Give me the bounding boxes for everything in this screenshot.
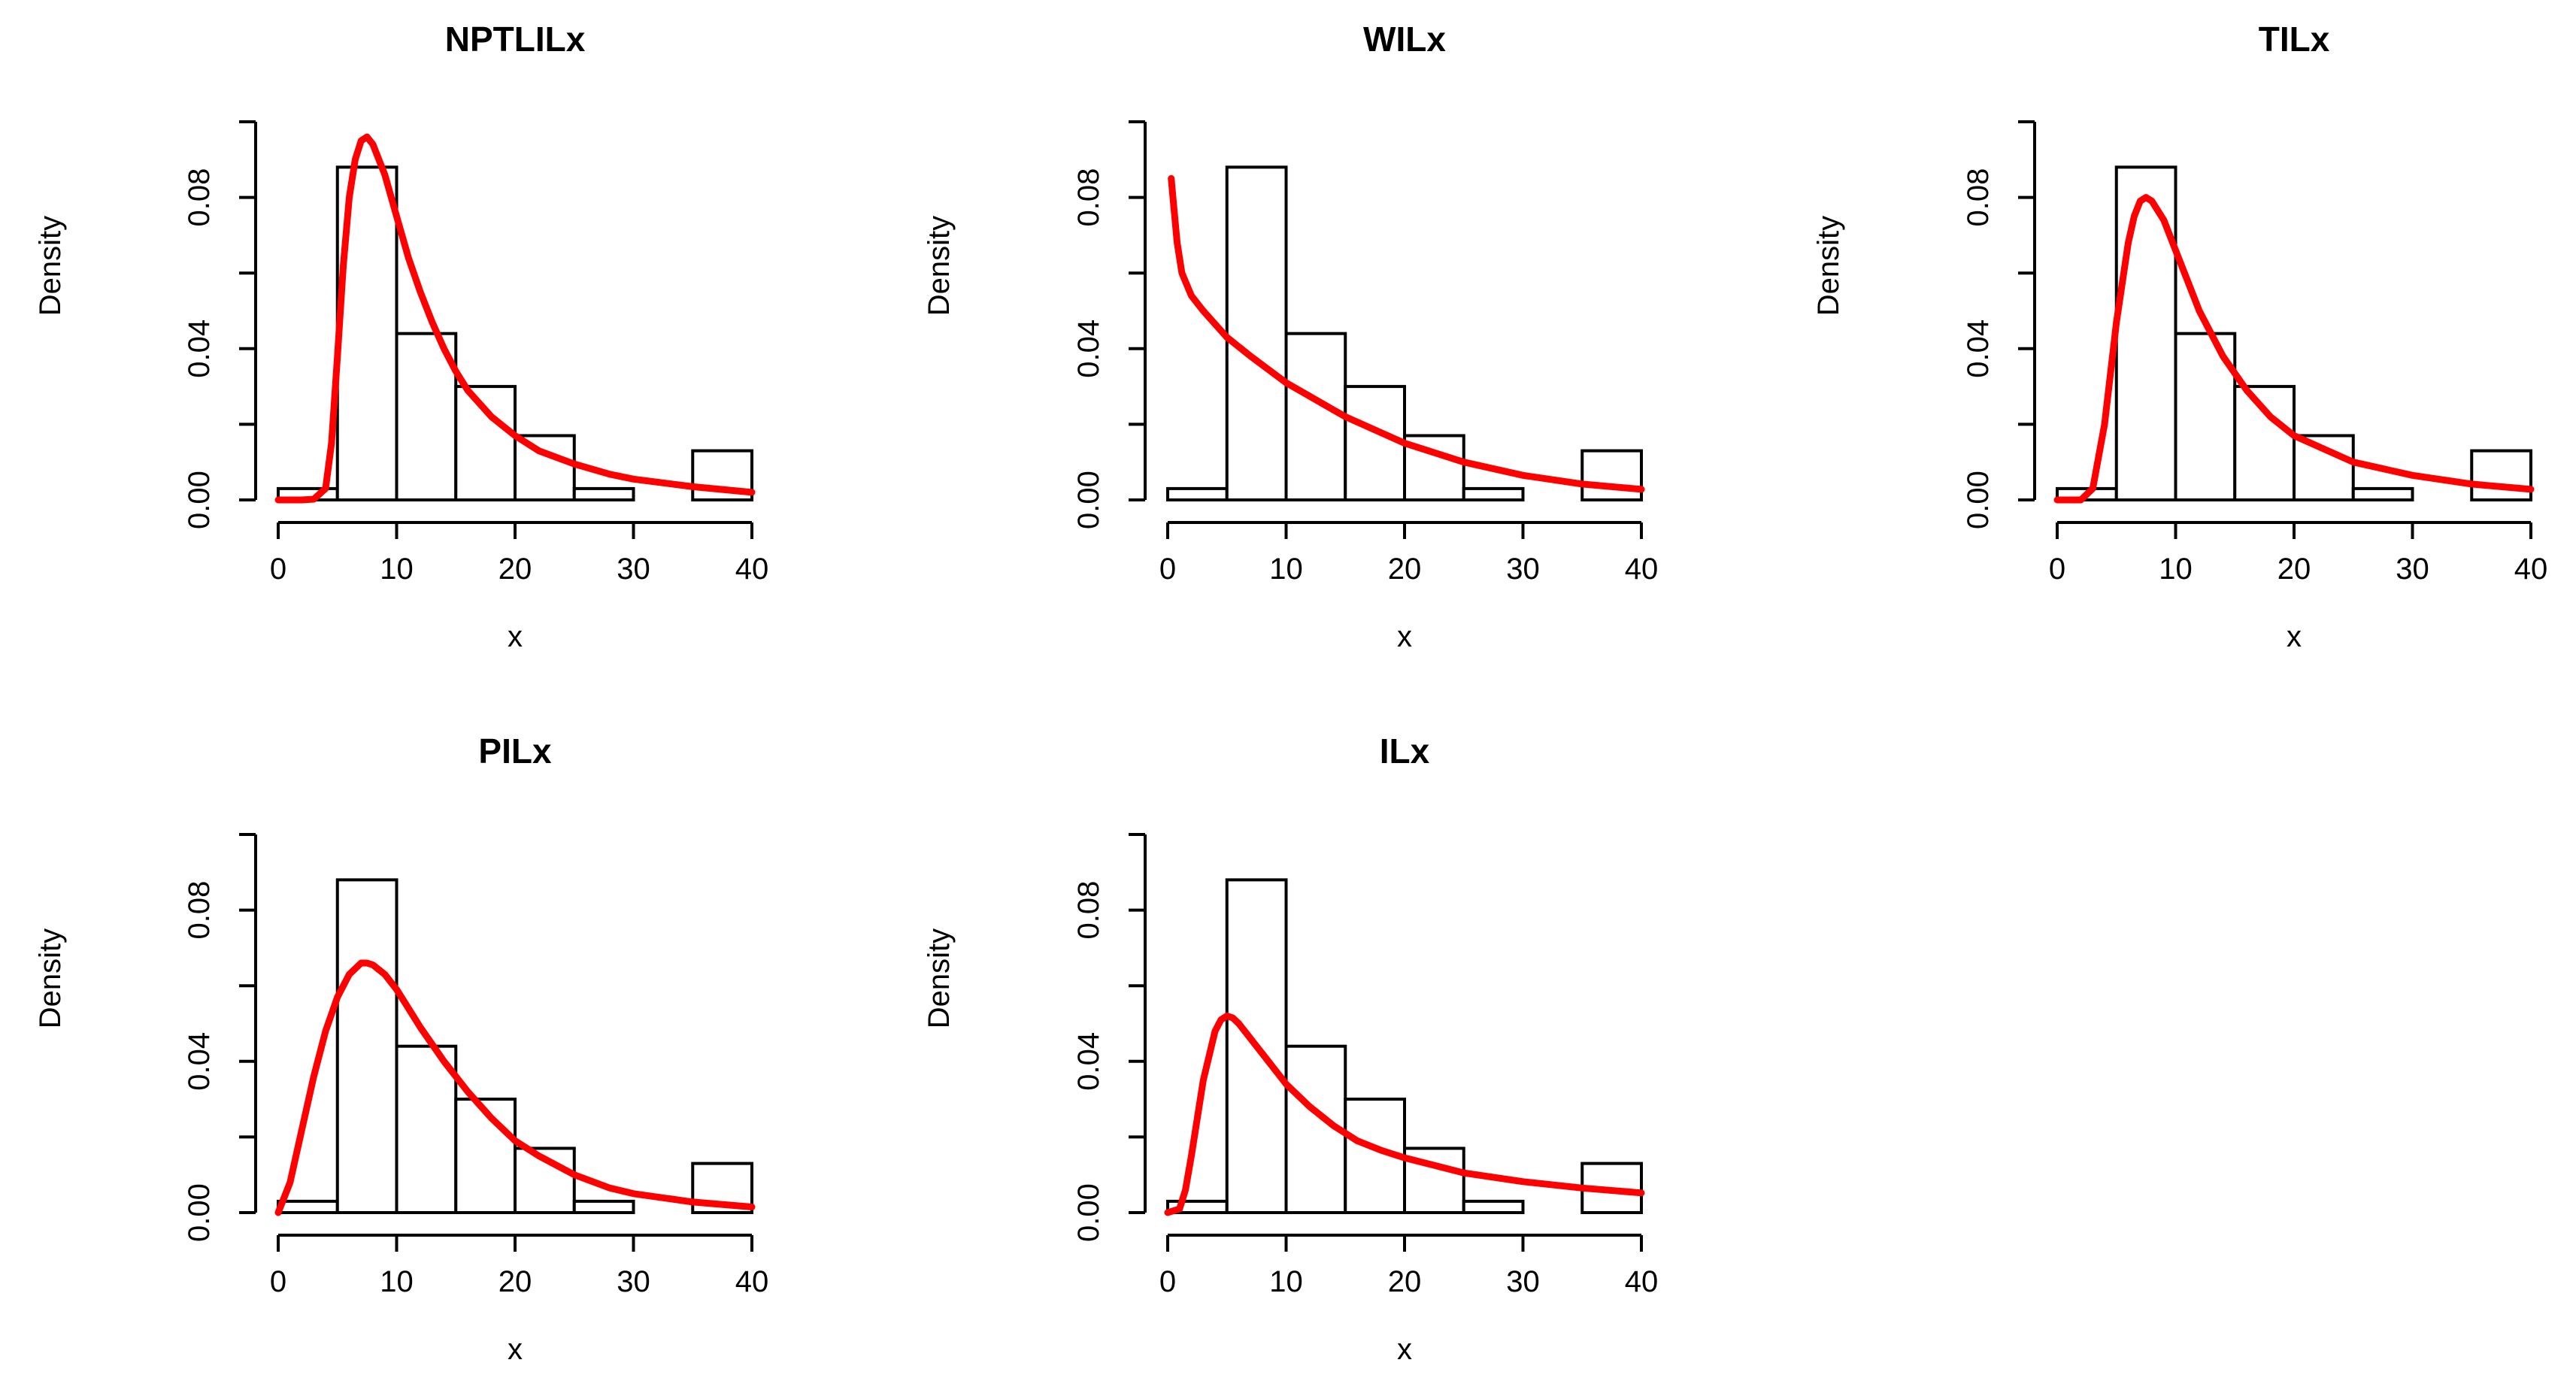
x-tick-label: 0 [270, 553, 286, 586]
x-axis-label: x [508, 620, 523, 653]
histogram-bar [2114, 165, 2177, 502]
y-axis-label: Density [923, 216, 956, 316]
histogram-bar [2470, 449, 2532, 501]
histogram-bar [572, 486, 635, 501]
histogram-bar [1225, 165, 1288, 502]
x-axis-label: x [2287, 620, 2302, 653]
histogram-bar [2351, 486, 2414, 501]
y-tick-label: 0.04 [183, 1032, 216, 1091]
histogram-bar [1580, 449, 1643, 501]
histogram-bar [2233, 385, 2296, 501]
panel-nptlilx: NPTLILx 0 10 20 30 40 x 0.00 0.04 0.08 Density [34, 20, 768, 653]
x-tick-label: 30 [1506, 553, 1540, 586]
histogram-bar [1462, 1199, 1525, 1215]
x-axis-label: x [508, 1333, 523, 1366]
y-tick-label: 0.08 [1962, 168, 1995, 227]
y-tick-label: 0.08 [1072, 881, 1105, 940]
x-tick-label: 0 [2049, 553, 2065, 586]
x-tick-label: 10 [380, 1265, 414, 1298]
fitted-density-curve [1164, 1012, 1645, 1216]
y-axis-label: Density [1812, 216, 1845, 316]
x-tick-label: 30 [617, 1265, 650, 1298]
x-tick-label: 40 [2514, 553, 2548, 586]
x-tick-label: 40 [735, 1265, 769, 1298]
y-tick-label: 0.00 [1072, 471, 1105, 529]
y-tick-label: 0.04 [1072, 320, 1105, 378]
fitted-density-curve [274, 133, 756, 504]
x-tick-label: 20 [499, 553, 532, 586]
y-axis-label: Density [34, 928, 67, 1028]
x-axis-label: x [1397, 620, 1412, 653]
panel-title: ILx [1380, 731, 1430, 771]
fitted-density-curve [2053, 194, 2535, 504]
panel-pilx: PILx 0 10 20 30 40 x 0.00 0.04 0.08 Density [34, 731, 768, 1366]
y-tick-label: 0.08 [1072, 168, 1105, 227]
y-axis-label: Density [923, 928, 956, 1028]
x-tick-label: 40 [1625, 1265, 1659, 1298]
x-tick-label: 30 [617, 553, 650, 586]
x-tick-label: 10 [1269, 1265, 1303, 1298]
y-tick-label: 0.00 [183, 471, 216, 529]
y-tick-label: 0.08 [183, 881, 216, 940]
histogram-bar [1580, 1161, 1643, 1214]
y-axis-label: Density [34, 216, 67, 316]
x-tick-label: 10 [2159, 553, 2193, 586]
panel-ilx: ILx 0 10 20 30 40 x 0.00 0.04 0.08 Density [923, 731, 1658, 1366]
x-tick-label: 10 [380, 553, 414, 586]
x-tick-label: 10 [1269, 553, 1303, 586]
x-tick-label: 30 [2396, 553, 2429, 586]
histogram-bar [277, 1199, 339, 1215]
panel-title: PILx [478, 731, 552, 771]
x-tick-label: 40 [735, 553, 769, 586]
histogram-bar [395, 332, 458, 501]
x-tick-label: 0 [270, 1265, 286, 1298]
histogram-bar [335, 878, 399, 1214]
x-tick-label: 20 [1388, 553, 1422, 586]
y-tick-label: 0.00 [1072, 1183, 1105, 1242]
histogram-bar [454, 1098, 517, 1214]
y-tick-label: 0.00 [1962, 471, 1995, 529]
panel-title: WILx [1363, 20, 1446, 59]
y-tick-label: 0.00 [183, 1183, 216, 1242]
histogram-bar [1284, 332, 1347, 501]
y-tick-label: 0.04 [1072, 1032, 1105, 1091]
histogram-bar [572, 1199, 635, 1215]
fitted-density-curve [274, 959, 756, 1216]
x-tick-label: 40 [1625, 553, 1659, 586]
panel-wilx: WILx 0 10 20 30 40 x 0.00 0.04 0.08 Density [923, 20, 1658, 653]
y-tick-label: 0.04 [183, 320, 216, 378]
histogram-bar [454, 385, 517, 501]
x-axis-label: x [1397, 1333, 1412, 1366]
histogram-bar [1462, 486, 1525, 501]
y-tick-label: 0.08 [183, 168, 216, 227]
panel-title: NPTLILx [445, 20, 586, 59]
x-tick-label: 20 [1388, 1265, 1422, 1298]
histogram-bar [1166, 486, 1229, 501]
panel-title: TILx [2259, 20, 2330, 59]
histogram-bar [1344, 385, 1406, 501]
x-tick-label: 0 [1159, 553, 1176, 586]
x-tick-label: 20 [2277, 553, 2311, 586]
histogram-bar [514, 434, 576, 501]
x-tick-label: 30 [1506, 1265, 1540, 1298]
fitted-density-curve [1168, 174, 1645, 493]
y-tick-label: 0.04 [1962, 320, 1995, 378]
x-tick-label: 0 [1159, 1265, 1176, 1298]
histogram-bar [395, 1044, 458, 1215]
x-tick-label: 20 [499, 1265, 532, 1298]
panel-tilx: TILx 0 10 20 30 40 x 0.00 0.04 0.08 Density [1812, 20, 2547, 653]
